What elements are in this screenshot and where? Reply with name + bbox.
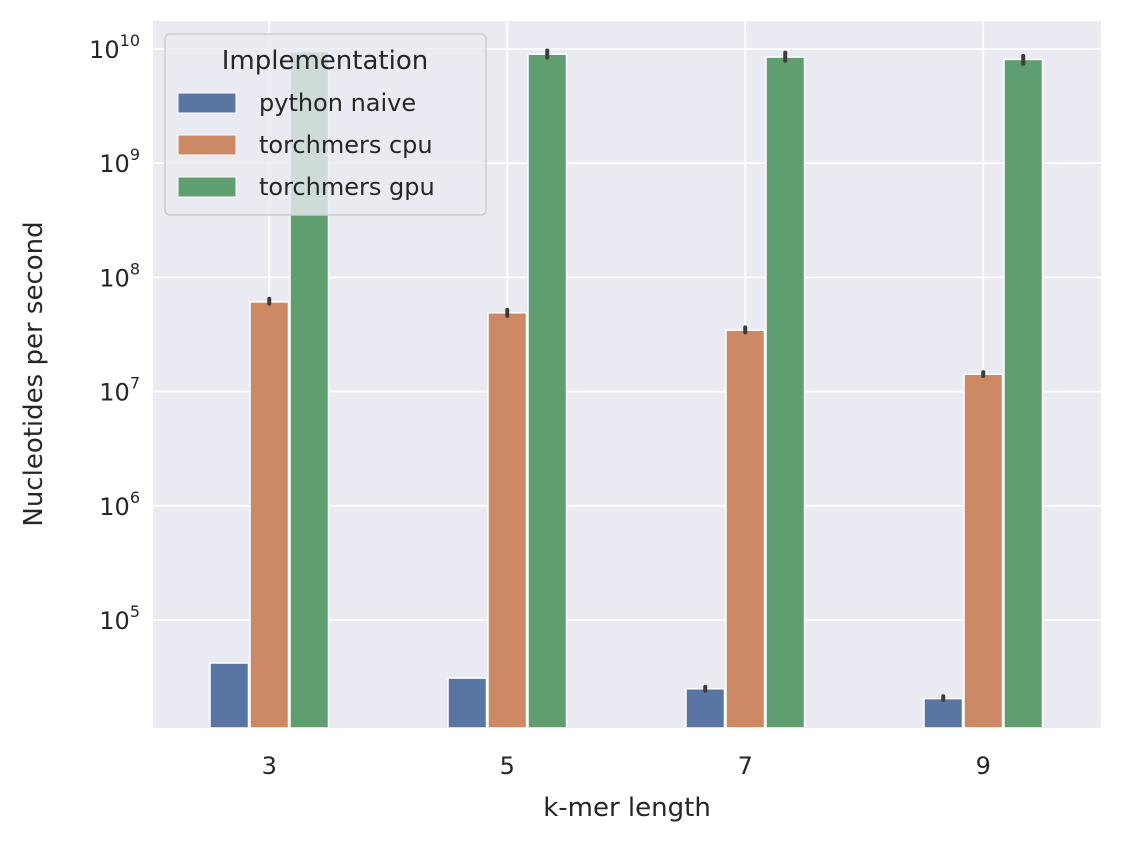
x-tick-label: 3 [262, 752, 277, 780]
x-tick-labels: 3 5 7 9 [262, 752, 991, 780]
y-axis-label: Nucleotides per second [19, 221, 49, 526]
bar [487, 312, 528, 729]
bar [685, 688, 726, 729]
legend: Implementation python naive torchmers cpu… [164, 33, 487, 216]
y-tick-label: 1010 [89, 31, 140, 64]
x-tick-label: 7 [738, 752, 753, 780]
bar [209, 662, 250, 729]
bar [923, 697, 964, 729]
y-tick-label: 106 [99, 488, 140, 521]
bar [963, 373, 1004, 729]
y-tick-label: 109 [99, 145, 140, 178]
legend-swatch [177, 134, 237, 156]
legend-title: Implementation [222, 46, 428, 76]
x-tick-label: 9 [976, 752, 991, 780]
y-tick-labels: 105 106 107 108 109 1010 [89, 31, 140, 635]
bar [725, 329, 766, 729]
legend-swatch [177, 92, 237, 114]
bar [765, 56, 806, 729]
legend-label: torchmers gpu [259, 173, 435, 201]
x-axis-label: k-mer length [543, 793, 711, 823]
error-bars [267, 48, 1026, 702]
legend-label: python naive [259, 89, 416, 117]
bar [249, 301, 290, 729]
legend-frame [164, 33, 487, 216]
legend-label: torchmers cpu [259, 131, 433, 159]
bar [447, 677, 488, 729]
x-tick-label: 5 [500, 752, 515, 780]
y-tick-label: 107 [99, 374, 140, 407]
bar [527, 53, 568, 729]
bar [1003, 58, 1044, 729]
y-tick-label: 108 [99, 259, 140, 292]
y-tick-label: 105 [99, 602, 140, 635]
legend-swatch [177, 176, 237, 198]
